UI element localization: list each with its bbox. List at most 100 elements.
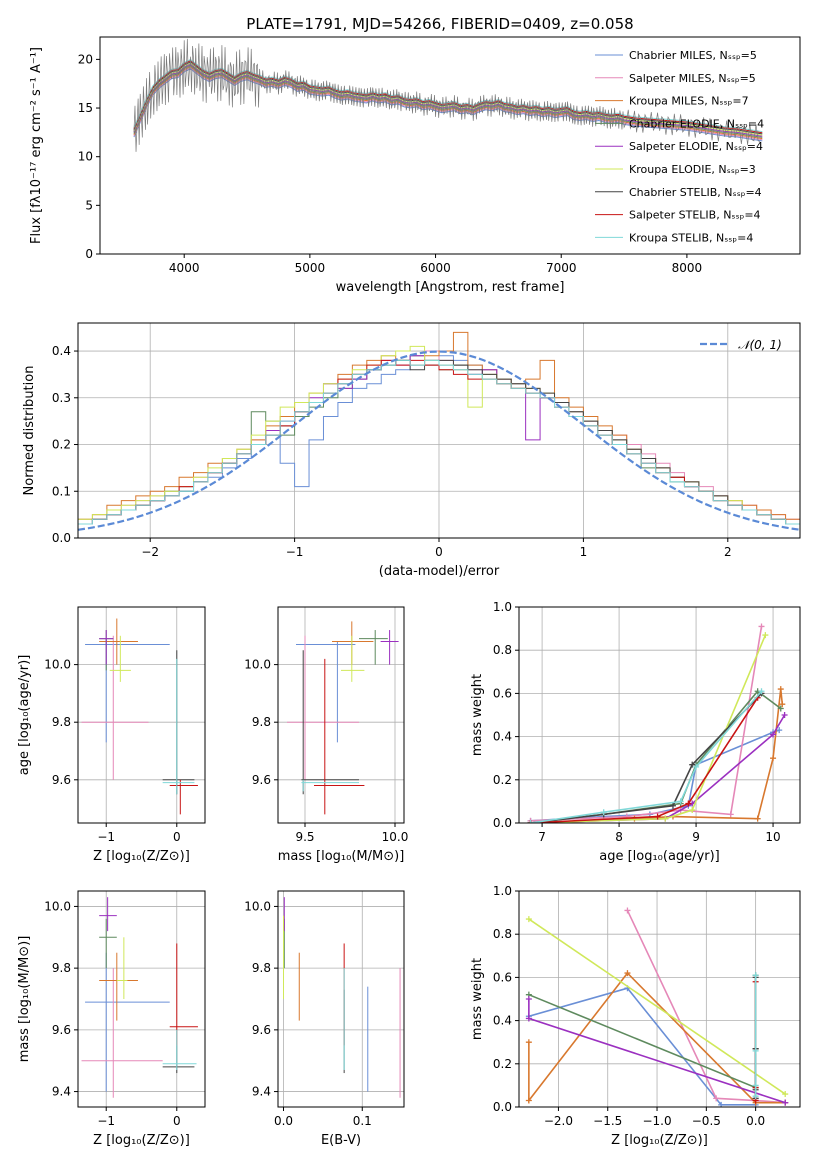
age_vs_mass-xtick-label: 9.5 <box>295 830 314 844</box>
spectrum-axes: 4000 5000 6000 7000 8000 0 5 10 15 20 wavelength [… <box>29 36 801 295</box>
spectrum-xtick-label: 7000 <box>546 261 577 275</box>
massweight_vs_age-series-line <box>530 692 763 823</box>
age_vs_Z-frame <box>77 606 206 824</box>
mass_vs_Z-xtick-label: −1 <box>97 1114 115 1128</box>
spectrum-legend-entry: Salpeter STELIB, Nₛₛₚ=4 <box>629 209 761 222</box>
spectrum-ylabel: Flux [fλ10⁻¹⁷ erg cm⁻² s⁻¹ A⁻¹] <box>29 47 44 244</box>
age_vs_mass-ytick-label: 9.8 <box>252 715 271 729</box>
age_vs_mass-frame <box>277 606 405 824</box>
massweight_vs_Z-point-marker <box>782 1091 789 1098</box>
massweight_vs_Z-point-marker <box>782 1099 789 1106</box>
spectrum-xtick-label: 8000 <box>672 261 703 275</box>
spectrum-ytick-label: 10 <box>78 150 93 164</box>
residuals-ytick-label: 0.3 <box>52 391 71 405</box>
residuals-legend-entry: 𝒩(0, 1) <box>738 338 782 352</box>
age_vs_Z-ytick-label: 9.8 <box>52 715 71 729</box>
massweight_vs_age-point-marker <box>685 800 692 807</box>
age_vs_Z-xtick-label: 0 <box>173 830 181 844</box>
massweight_vs_age-ytick-label: 0.4 <box>493 730 512 744</box>
mass_vs_Z-ytick-label: 9.4 <box>52 1085 71 1099</box>
massweight_vs_Z-plot-area <box>525 907 789 1107</box>
age_vs_Z-ytick-label: 9.6 <box>52 773 71 787</box>
massweight_vs_Z-xlabel: Z [log₁₀(Z/Z⊙)] <box>611 1133 708 1148</box>
age_vs_Z-plot-area <box>81 618 198 815</box>
residuals-axes: −2 −1 0 1 2 0.0 0.1 0.2 0.3 0.4 (data-model)/error… <box>22 322 801 579</box>
age_vs_Z-ylabel: age [log₁₀(age/yr)] <box>17 655 32 776</box>
residuals-ytick-label: 0.4 <box>52 344 71 358</box>
spectrum-legend-entry: Chabrier MILES, Nₛₛₚ=5 <box>629 49 757 62</box>
spectrum-legend-entry: Salpeter ELODIE, Nₛₛₚ=4 <box>629 140 763 153</box>
massweight_vs_Z-series-line <box>528 987 757 1106</box>
age_vs_mass-ytick-label: 9.6 <box>252 773 271 787</box>
massweight_vs_age-ytick-label: 0.2 <box>493 773 512 787</box>
mass_vs_ebv-plot-area <box>283 897 401 1098</box>
age_vs_mass-xlabel: mass [log₁₀(M/M⊙)] <box>278 849 405 864</box>
residuals-gaussian-curve <box>78 350 800 531</box>
massweight_vs_age-point-marker <box>669 802 676 809</box>
spectrum-xlabel: wavelength [Angstrom, rest frame] <box>336 280 565 295</box>
age_vs_mass-axes: 9.5 10.0 9.6 9.8 10.0 mass [log₁₀(M/M⊙)] <box>244 606 408 864</box>
residuals-ytick-label: 0.2 <box>52 438 71 452</box>
spectrum-plot-area <box>133 38 763 152</box>
residuals-plot-area <box>78 331 800 531</box>
massweight_vs_Z-xtick-label: −1.0 <box>642 1114 671 1128</box>
residuals-xtick-label: −2 <box>141 545 159 559</box>
residuals-ytick-label: 0.0 <box>52 531 71 545</box>
massweight_vs_age-ytick-label: 0.8 <box>493 643 512 657</box>
massweight_vs_age-point-marker <box>762 632 769 639</box>
massweight_vs_Z-point-marker <box>713 1095 720 1102</box>
spectrum-model-line <box>133 64 763 138</box>
mass_vs_Z-frame <box>77 890 206 1108</box>
massweight_vs_age-point-marker <box>770 731 777 738</box>
spectrum-legend-entry: Kroupa ELODIE, Nₛₛₚ=3 <box>629 163 756 176</box>
mass_vs_ebv-ytick-label: 9.4 <box>252 1085 271 1099</box>
massweight_vs_Z-axes: −2.0 −1.5 −1.0 −0.5 0.0 0.0 0.2 0.4 0.6 0.8 1.0 Z [… <box>470 884 801 1148</box>
massweight_vs_Z-point-marker <box>525 1015 532 1022</box>
mass_vs_Z-ytick-label: 9.6 <box>52 1023 71 1037</box>
massweight_vs_age-series-line <box>530 690 782 823</box>
massweight_vs_Z-ylabel: mass weight <box>470 958 485 1040</box>
massweight_vs_Z-point-marker <box>525 1097 532 1104</box>
spectrum-legend-entry: Chabrier STELIB, Nₛₛₚ=4 <box>629 186 762 199</box>
mass_vs_Z-xlabel: Z [log₁₀(Z/Z⊙)] <box>93 1133 190 1148</box>
massweight_vs_age-point-marker <box>777 705 784 712</box>
mass_vs_ebv-frame <box>277 890 405 1108</box>
massweight_vs_Z-point-marker <box>752 1047 759 1054</box>
massweight_vs_age-point-marker <box>770 755 777 762</box>
massweight_vs_age-frame <box>518 606 801 824</box>
residuals-xlabel: (data-model)/error <box>379 564 500 579</box>
spectrum-frame <box>99 36 801 255</box>
mass_vs_ebv-ytick-label: 9.6 <box>252 1023 271 1037</box>
massweight_vs_Z-ytick-label: 0.6 <box>493 970 512 984</box>
mass_vs_ebv-ytick-label: 10.0 <box>244 899 271 913</box>
massweight_vs_Z-series-line <box>626 910 786 1104</box>
residuals-xtick-label: −1 <box>286 545 304 559</box>
spectrum-ytick-label: 15 <box>78 101 93 115</box>
figure-title: PLATE=1791, MJD=54266, FIBERID=0409, z=0… <box>246 15 633 33</box>
residuals-ytick-label: 0.1 <box>52 484 71 498</box>
massweight_vs_age-point-marker <box>754 815 761 822</box>
massweight_vs_Z-ytick-label: 0.8 <box>493 927 512 941</box>
massweight_vs_Z-ytick-label: 0.2 <box>493 1057 512 1071</box>
massweight_vs_age-ytick-label: 0.6 <box>493 686 512 700</box>
massweight_vs_Z-xtick-label: −0.5 <box>692 1114 721 1128</box>
spectrum-ytick-label: 5 <box>85 198 93 212</box>
massweight_vs_Z-ytick-label: 0.0 <box>493 1100 512 1114</box>
spectrum-ytick-label: 20 <box>78 52 93 66</box>
mass_vs_ebv-xtick-label: 0.0 <box>274 1114 293 1128</box>
massweight_vs_age-point-marker <box>758 623 765 630</box>
massweight_vs_age-series-line <box>530 688 784 823</box>
massweight_vs_age-plot-area <box>527 623 788 823</box>
massweight_vs_age-axes: 7 8 9 10 0.0 0.2 0.4 0.6 0.8 1.0 age [log₁₀(age/yr… <box>470 600 801 864</box>
massweight_vs_Z-frame <box>518 890 801 1108</box>
spectrum-legend-entry: Chabrier ELODIE, Nₛₛₚ=4 <box>629 117 764 130</box>
massweight_vs_Z-xtick-label: −2.0 <box>544 1114 573 1128</box>
spectrum-xtick-label: 5000 <box>295 261 326 275</box>
spectrum-xtick-label: 4000 <box>169 261 200 275</box>
massweight_vs_age-series-line <box>530 690 763 823</box>
massweight_vs_Z-point-marker <box>525 1039 532 1046</box>
spectrum-legend-entry: Salpeter MILES, Nₛₛₚ=5 <box>629 72 756 85</box>
massweight_vs_age-xtick-label: 7 <box>538 830 546 844</box>
massweight_vs_age-point-marker <box>662 815 669 822</box>
